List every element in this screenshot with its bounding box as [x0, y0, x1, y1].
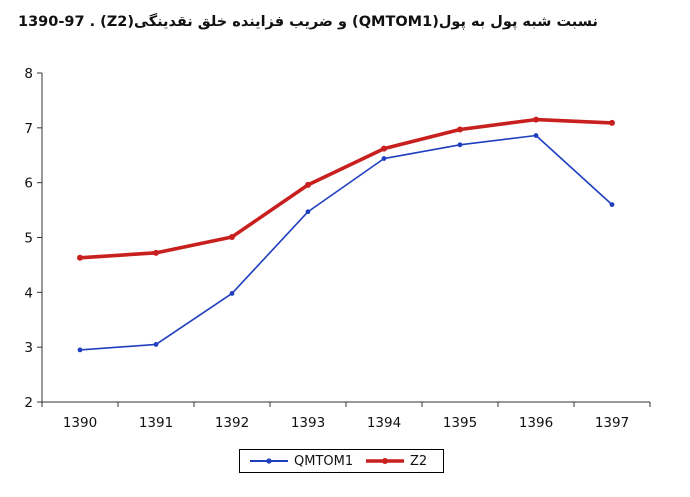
legend-item-z2: Z2 — [366, 450, 427, 472]
legend-label-qmtom1: QMTOM1 — [294, 453, 354, 469]
x-tick-label: 1391 — [139, 415, 173, 431]
data-point-z2 — [381, 145, 387, 152]
x-tick-label: 1392 — [215, 415, 249, 431]
x-tick-label: 1390 — [63, 415, 97, 431]
x-tick-label: 1393 — [291, 415, 325, 431]
data-point-qmtom1 — [153, 342, 159, 347]
data-point-qmtom1 — [305, 209, 311, 215]
data-point-qmtom1 — [457, 142, 463, 148]
data-point-qmtom1 — [381, 156, 387, 161]
legend-item-qmtom1: QMTOM1 — [250, 450, 353, 472]
y-tick-label: 4 — [24, 285, 33, 301]
x-tick-label: 1397 — [595, 415, 629, 431]
legend-swatch-qmtom1 — [250, 458, 288, 464]
series-line-qmtom1 — [79, 134, 613, 351]
y-tick-label: 8 — [24, 66, 33, 82]
data-point-z2 — [305, 181, 311, 188]
data-point-qmtom1 — [229, 291, 235, 296]
data-point-qmtom1 — [533, 133, 539, 138]
data-point-z2 — [229, 233, 235, 240]
data-point-z2 — [153, 249, 159, 256]
series-line-z2 — [78, 117, 614, 260]
data-point-z2 — [533, 116, 539, 123]
data-point-qmtom1 — [77, 347, 83, 353]
y-tick-label: 2 — [24, 395, 33, 411]
legend-swatch-z2 — [366, 458, 404, 464]
x-tick-label: 1395 — [443, 415, 477, 431]
data-point-z2 — [609, 119, 615, 126]
y-tick-label: 5 — [24, 231, 33, 247]
data-point-qmtom1 — [609, 202, 615, 208]
legend-label-z2: Z2 — [410, 453, 428, 469]
y-tick-label: 6 — [24, 176, 33, 192]
data-point-z2 — [77, 254, 83, 261]
x-tick-label: 1394 — [367, 415, 401, 431]
x-tick-label: 1396 — [519, 415, 553, 431]
chart-title: نسبت شبه پول به پول(QMTOM1) و ضریب فزاین… — [18, 14, 598, 30]
legend: QMTOM1 Z2 — [239, 449, 444, 473]
y-tick-label: 7 — [24, 121, 33, 137]
y-tick-label: 3 — [24, 340, 33, 356]
data-point-z2 — [457, 126, 463, 133]
